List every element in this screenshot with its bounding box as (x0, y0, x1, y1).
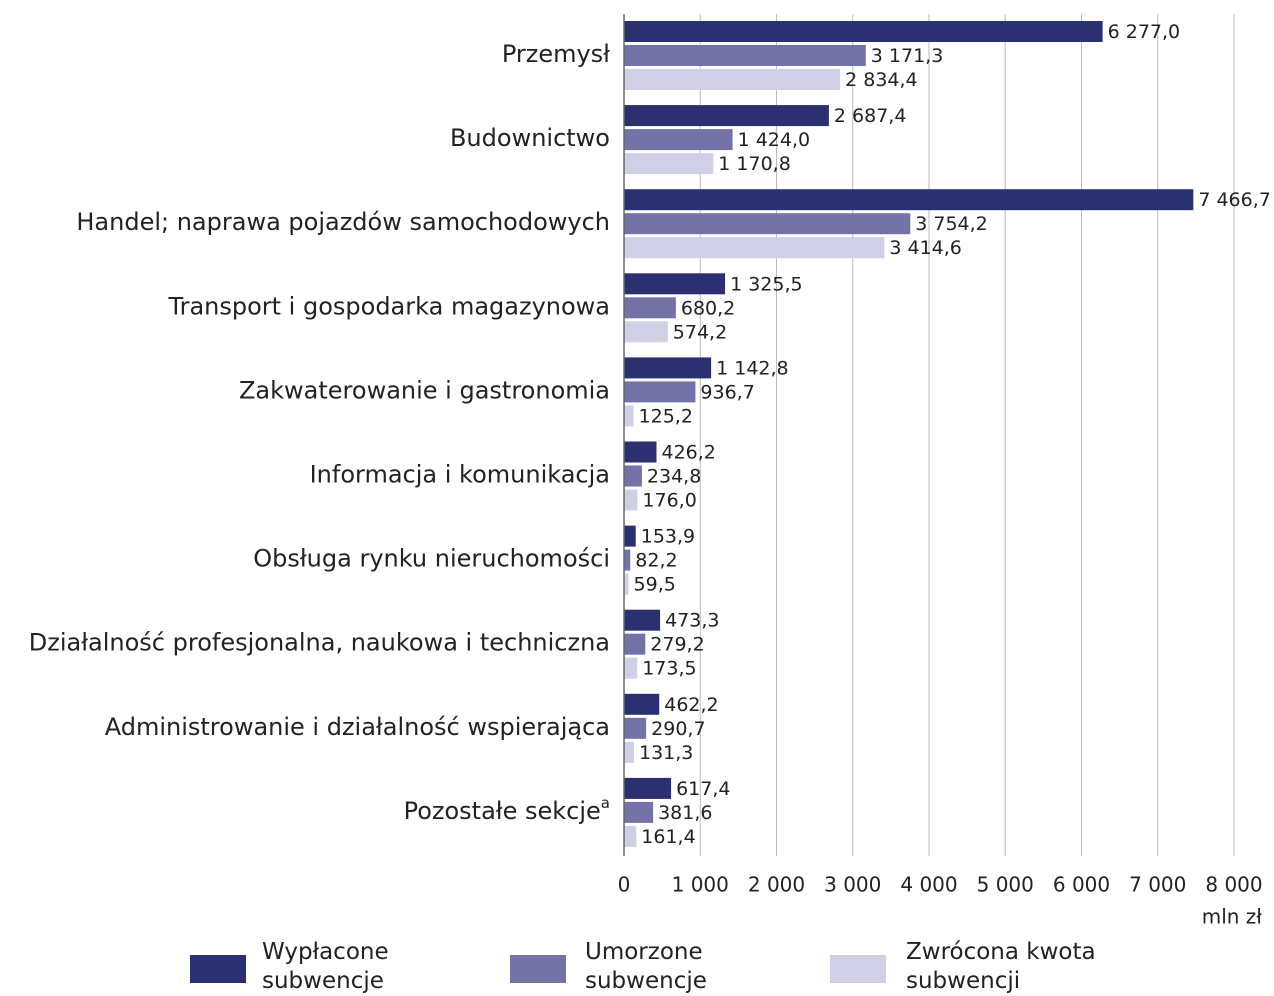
value-label: 82,2 (635, 550, 677, 572)
bar (624, 489, 638, 511)
bar (624, 21, 1103, 42)
category-text: Zakwaterowanie i gastronomia (239, 376, 610, 404)
value-label: 2 687,4 (834, 105, 907, 127)
category-text: Handel; naprawa pojazdów samochodowych (76, 208, 610, 236)
value-label: 153,9 (641, 526, 695, 548)
bar (624, 573, 629, 595)
legend-label: Umorzone subwencje (585, 939, 707, 994)
bar (624, 441, 657, 463)
category-label: Transport i gospodarka magazynowa (167, 292, 610, 320)
value-label: 381,6 (658, 802, 712, 824)
category-label: Przemysł (502, 40, 610, 68)
bar (624, 693, 660, 715)
bar (624, 357, 712, 379)
bar (624, 525, 636, 547)
value-label: 173,5 (642, 658, 696, 680)
category-text: Informacja i komunikacja (310, 461, 610, 489)
category-text: Transport i gospodarka magazynowa (167, 292, 610, 320)
category-text: Przemysł (502, 40, 610, 68)
value-label: 3 754,2 (915, 213, 988, 235)
value-label: 1 325,5 (730, 273, 803, 295)
value-label: 3 171,3 (871, 45, 944, 67)
legend-swatch (510, 955, 566, 983)
value-label: 3 414,6 (889, 237, 962, 259)
x-tick-label: 4 000 (900, 873, 957, 897)
bar (624, 105, 829, 127)
category-label: Informacja i komunikacja (310, 461, 610, 489)
bar (624, 465, 642, 487)
value-label: 462,2 (664, 694, 718, 716)
bar (624, 69, 841, 90)
value-label: 6 277,0 (1108, 21, 1181, 43)
x-tick-label: 2 000 (748, 873, 805, 897)
category-superscript: a (601, 793, 610, 811)
value-label: 7 466,7 (1198, 189, 1271, 211)
category-text: Pozostałe sekcje (404, 797, 601, 825)
value-label: 426,2 (661, 442, 715, 464)
bar (624, 801, 654, 823)
value-label: 1 142,8 (716, 357, 789, 379)
value-label: 279,2 (650, 634, 704, 656)
bar (624, 405, 634, 427)
bar (624, 633, 646, 655)
x-tick-label: 1 000 (672, 873, 729, 897)
category-text: Administrowanie i działalność wspierając… (105, 713, 610, 741)
value-label: 131,3 (639, 742, 693, 764)
value-label: 59,5 (634, 574, 676, 596)
value-label: 473,3 (665, 610, 719, 632)
category-label: Pozostałe sekcjea (404, 793, 610, 825)
value-label: 574,2 (673, 321, 727, 343)
category-text: Budownictwo (450, 124, 610, 152)
x-tick-label: 6 000 (1053, 873, 1110, 897)
bar (624, 549, 631, 571)
category-label: Działalność profesjonalna, naukowa i tec… (29, 629, 610, 657)
bar (624, 153, 714, 175)
value-label: 125,2 (639, 405, 693, 427)
legend-label: Wypłacone subwencje (262, 939, 389, 994)
bar (624, 189, 1194, 211)
bar (624, 825, 637, 847)
category-label: Budownictwo (450, 124, 610, 152)
legend-label: Zwrócona kwota subwencji (906, 939, 1096, 994)
bar (624, 297, 676, 319)
bar (624, 45, 866, 66)
category-label: Administrowanie i działalność wspierając… (105, 713, 610, 741)
x-tick-label: 7 000 (1129, 873, 1186, 897)
bar (624, 609, 661, 631)
value-label: 2 834,4 (845, 69, 918, 91)
category-label: Zakwaterowanie i gastronomia (239, 376, 610, 404)
bar (624, 777, 672, 799)
bar (624, 237, 885, 259)
category-label: Handel; naprawa pojazdów samochodowych (76, 208, 610, 236)
value-label: 161,4 (641, 826, 695, 848)
category-text: Działalność profesjonalna, naukowa i tec… (29, 629, 610, 657)
bar (624, 657, 638, 679)
value-label: 617,4 (676, 778, 730, 800)
bar (624, 381, 696, 403)
x-tick-label: 8 000 (1205, 873, 1262, 897)
category-label: Obsługa rynku nieruchomości (253, 545, 610, 573)
value-label: 1 424,0 (738, 129, 811, 151)
legend-swatch (190, 955, 246, 983)
bar (624, 717, 647, 739)
value-label: 1 170,8 (718, 153, 791, 175)
chart: mln zł 0 1 000 2 000 3 000 4 000 5 000 6 000 7 … (29, 14, 1271, 929)
value-label: 176,0 (642, 490, 696, 512)
bar (624, 213, 911, 235)
bar (624, 129, 733, 151)
x-tick-label: 3 000 (824, 873, 881, 897)
legend-swatch (830, 955, 886, 983)
x-tick-label: 0 (618, 873, 631, 897)
bar (624, 273, 726, 295)
category-text: Obsługa rynku nieruchomości (253, 545, 610, 573)
bar (624, 321, 668, 343)
value-label: 290,7 (651, 718, 705, 740)
value-label: 680,2 (681, 297, 735, 319)
x-tick-label: 5 000 (977, 873, 1034, 897)
value-label: 936,7 (700, 381, 754, 403)
x-axis-label: mln zł (1202, 905, 1263, 929)
value-label: 234,8 (647, 466, 701, 488)
bar (624, 741, 635, 763)
